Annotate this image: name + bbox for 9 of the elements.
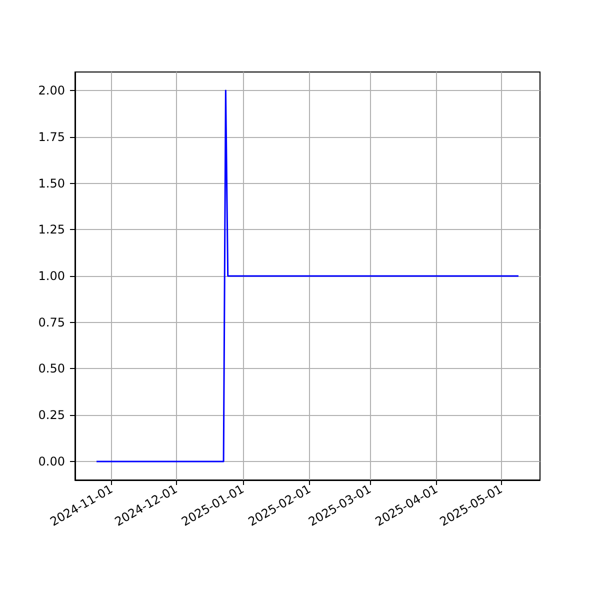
y-tick-label: 2.00 — [38, 84, 65, 98]
y-tick-label: 0.00 — [38, 454, 65, 468]
y-tick-label: 1.25 — [38, 222, 65, 237]
y-tick-label: 1.00 — [38, 269, 65, 283]
y-tick-label: 0.50 — [38, 362, 65, 376]
y-tick-label: 0.75 — [38, 315, 65, 330]
y-tick-label: 1.75 — [38, 130, 65, 144]
y-tick-label: 0.25 — [38, 408, 65, 422]
y-tick-label: 1.50 — [38, 176, 65, 190]
